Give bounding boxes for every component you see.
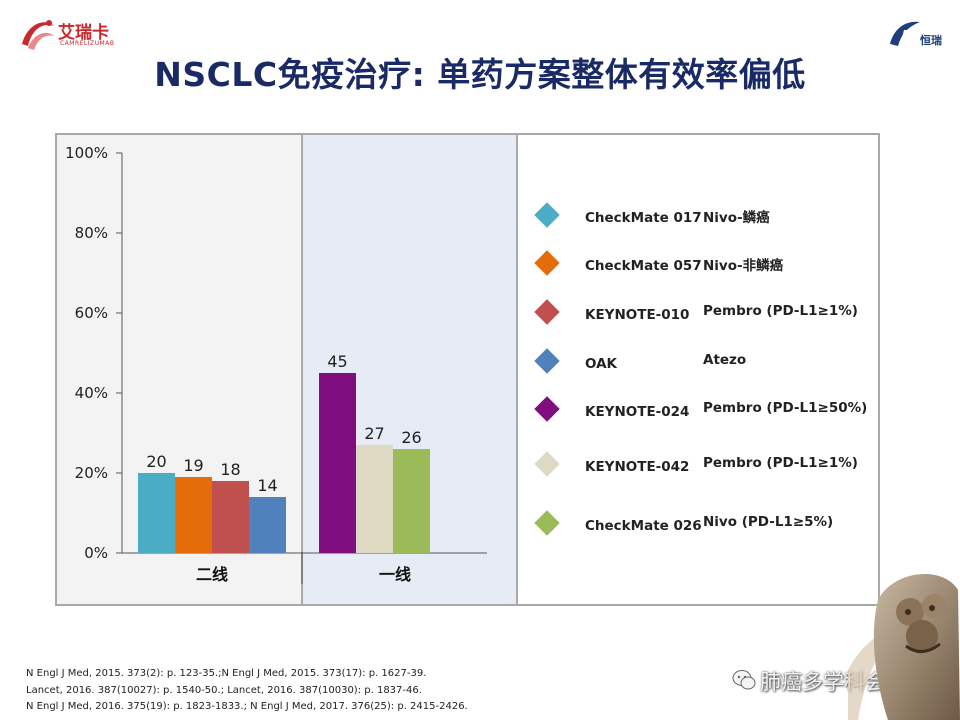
- legend-trial-name: KEYNOTE-024: [585, 404, 690, 420]
- references: N Engl J Med, 2015. 373(2): p. 123-35.;N…: [26, 666, 468, 716]
- company-name: 恒瑞: [920, 34, 942, 47]
- brand-logo-left: 艾瑞卡 CAMRELIZUMAB: [18, 14, 128, 60]
- bar: [175, 477, 212, 553]
- reference-line: N Engl J Med, 2015. 373(2): p. 123-35.;N…: [26, 668, 427, 679]
- data-label: 18: [220, 460, 240, 479]
- data-label: 27: [364, 424, 384, 443]
- legend-diamond-icon: [534, 299, 560, 325]
- legend-trial-name: OAK: [585, 356, 618, 372]
- group-label: 二线: [196, 565, 228, 584]
- y-tick-label: 100%: [65, 144, 108, 162]
- reference-line: Lancet, 2016. 387(10027): p. 1540-50.; L…: [26, 684, 422, 696]
- data-label: 26: [401, 428, 421, 447]
- data-label: 45: [327, 352, 347, 371]
- slide-title: NSCLC免疫治疗: 单药方案整体有效率偏低: [154, 55, 806, 94]
- data-label: 20: [146, 452, 166, 471]
- brand-name: 艾瑞卡: [58, 23, 109, 43]
- y-tick-label: 40%: [75, 384, 108, 402]
- legend-arm-label: Pembro (PD-L1≥1%): [703, 303, 858, 319]
- legend-diamond-icon: [534, 451, 560, 477]
- y-tick-label: 80%: [75, 224, 108, 242]
- data-label: 14: [257, 476, 277, 495]
- legend-item: OAK Atezo: [533, 347, 873, 379]
- bar: [212, 481, 249, 553]
- legend-diamond-icon: [534, 510, 560, 536]
- legend-diamond-icon: [534, 250, 560, 276]
- lion-statue-image: [848, 573, 960, 720]
- legend-item: KEYNOTE-010 Pembro (PD-L1≥1%): [533, 298, 873, 330]
- legend-trial-name: CheckMate 026: [585, 518, 702, 534]
- company-logo-right: 恒瑞: [888, 18, 948, 52]
- y-tick-label: 60%: [75, 304, 108, 322]
- legend-arm-label: Atezo: [703, 352, 747, 368]
- legend-arm-label: Pembro (PD-L1≥1%): [703, 455, 858, 471]
- legend-diamond-icon: [534, 202, 560, 228]
- legend-item: CheckMate 017 Nivo-鳞癌: [533, 201, 873, 233]
- company-emblem-icon: [890, 21, 920, 46]
- group-label: 一线: [379, 565, 411, 584]
- bar: [319, 373, 356, 553]
- chart-panel: 0% 20% 40% 60% 80% 100% 20 19 18 14 45 27 26 二线 一线 C…: [55, 133, 880, 606]
- legend-trial-name: KEYNOTE-010: [585, 307, 690, 323]
- bar-chart: 0% 20% 40% 60% 80% 100% 20 19 18 14 45 27 26 二线 一线: [57, 135, 518, 604]
- legend-arm-label: Pembro (PD-L1≥50%): [703, 400, 868, 416]
- y-tick-label: 20%: [75, 464, 108, 482]
- legend-diamond-icon: [534, 348, 560, 374]
- brand-swirl-icon: [22, 20, 54, 50]
- legend-arm-label: Nivo-非鳞癌: [703, 258, 784, 274]
- data-label: 19: [183, 456, 203, 475]
- legend-item: KEYNOTE-024 Pembro (PD-L1≥50%): [533, 395, 873, 427]
- reference-line: N Engl J Med, 2016. 375(19): p. 1823-183…: [26, 701, 468, 712]
- bar: [138, 473, 175, 553]
- bar: [393, 449, 430, 553]
- brand-subtitle: CAMRELIZUMAB: [60, 40, 115, 47]
- bar: [356, 445, 393, 553]
- y-tick-label: 0%: [84, 544, 108, 562]
- legend-trial-name: CheckMate 017: [585, 210, 702, 226]
- legend-trial-name: CheckMate 057: [585, 258, 702, 274]
- legend-item: CheckMate 057 Nivo-非鳞癌: [533, 249, 873, 281]
- legend-item: KEYNOTE-042 Pembro (PD-L1≥1%): [533, 450, 873, 482]
- legend-arm-label: Nivo-鳞癌: [703, 210, 770, 226]
- legend-trial-name: KEYNOTE-042: [585, 459, 690, 475]
- legend-diamond-icon: [534, 396, 560, 422]
- bar: [249, 497, 286, 553]
- legend-arm-label: Nivo (PD-L1≥5%): [703, 514, 834, 530]
- wechat-icon: [732, 670, 756, 690]
- legend-item: CheckMate 026 Nivo (PD-L1≥5%): [533, 509, 873, 541]
